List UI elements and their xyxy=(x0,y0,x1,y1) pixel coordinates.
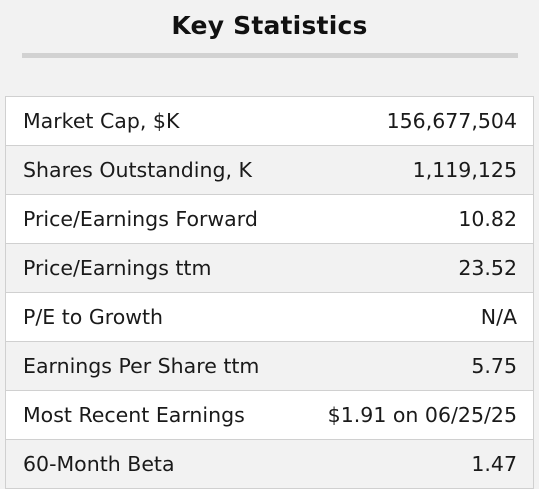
stat-row-pe-forward: Price/Earnings Forward 10.82 xyxy=(6,195,533,244)
stat-value: 1,119,125 xyxy=(412,158,517,182)
stat-row-pe-to-growth: P/E to Growth N/A xyxy=(6,293,533,342)
stat-value: 1.47 xyxy=(471,452,517,476)
stat-value: 10.82 xyxy=(458,207,517,231)
stat-label: Shares Outstanding, K xyxy=(23,158,252,182)
key-statistics-header: Key Statistics xyxy=(0,0,539,58)
stat-label: Most Recent Earnings xyxy=(23,403,245,427)
stat-row-shares-outstanding: Shares Outstanding, K 1,119,125 xyxy=(6,146,533,195)
title-divider xyxy=(22,53,518,58)
stat-row-eps-ttm: Earnings Per Share ttm 5.75 xyxy=(6,342,533,391)
stat-value: 5.75 xyxy=(471,354,517,378)
stat-label: P/E to Growth xyxy=(23,305,164,329)
stat-value: 23.52 xyxy=(458,256,517,280)
stat-row-market-cap: Market Cap, $K 156,677,504 xyxy=(6,97,533,146)
stat-label: 60-Month Beta xyxy=(23,452,175,476)
stat-label: Price/Earnings ttm xyxy=(23,256,212,280)
stat-row-pe-ttm: Price/Earnings ttm 23.52 xyxy=(6,244,533,293)
stat-label: Market Cap, $K xyxy=(23,109,180,133)
stat-label: Price/Earnings Forward xyxy=(23,207,258,231)
stat-label: Earnings Per Share ttm xyxy=(23,354,260,378)
stat-row-60-month-beta: 60-Month Beta 1.47 xyxy=(6,440,533,489)
stat-row-most-recent-earnings: Most Recent Earnings $1.91 on 06/25/25 xyxy=(6,391,533,440)
page-title: Key Statistics xyxy=(171,11,368,40)
stat-value: $1.91 on 06/25/25 xyxy=(327,403,517,427)
stat-value: N/A xyxy=(480,305,517,329)
key-statistics-table: Market Cap, $K 156,677,504 Shares Outsta… xyxy=(5,96,534,489)
stat-value: 156,677,504 xyxy=(386,109,517,133)
